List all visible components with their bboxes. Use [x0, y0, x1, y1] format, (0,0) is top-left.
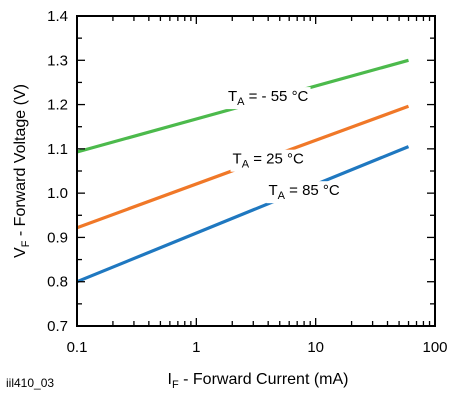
series-label-layer: TA = - 55 °C TA = 25 °C TA = 85 °C — [225, 87, 342, 204]
y-tick-label: 1.4 — [47, 8, 68, 25]
series-label-text: TA = 85 °C — [268, 182, 339, 202]
series-label-text: TA = - 55 °C — [228, 88, 309, 108]
series-label-1: TA = 25 °C — [230, 149, 306, 172]
series-label-text: TA = 25 °C — [233, 151, 304, 171]
y-axis-title: VF - Forward Voltage (V) — [12, 84, 32, 258]
series-label-2: TA = 85 °C — [266, 181, 342, 204]
series-label-bg — [266, 181, 342, 204]
figure-id: iil410_03 — [6, 376, 54, 390]
series-line-2 — [76, 145, 410, 284]
x-tick-label: 1 — [192, 339, 200, 356]
tick-layer: 0.7 0.8 0.9 1.0 1.1 1.2 1.3 1.4 0.1 1 10 100 — [47, 8, 447, 356]
y-tick-label: 0.8 — [47, 274, 68, 291]
x-tick-label: 100 — [422, 339, 447, 356]
y-tick-label: 0.9 — [47, 229, 68, 246]
series-label-bg — [230, 149, 306, 172]
series-label-0: TA = - 55 °C — [225, 87, 311, 110]
y-tick-label: 1.3 — [47, 52, 68, 69]
x-tick-label: 0.1 — [67, 339, 88, 356]
y-tick-label: 1.1 — [47, 141, 68, 158]
series-label-bg — [225, 87, 311, 110]
x-axis-title: IF - Forward Current (mA) — [168, 371, 349, 391]
y-tick-label: 0.7 — [47, 318, 68, 335]
x-tick-label: 10 — [307, 339, 324, 356]
y-tick-label: 1.2 — [47, 97, 68, 114]
y-tick-label: 1.0 — [47, 185, 68, 202]
